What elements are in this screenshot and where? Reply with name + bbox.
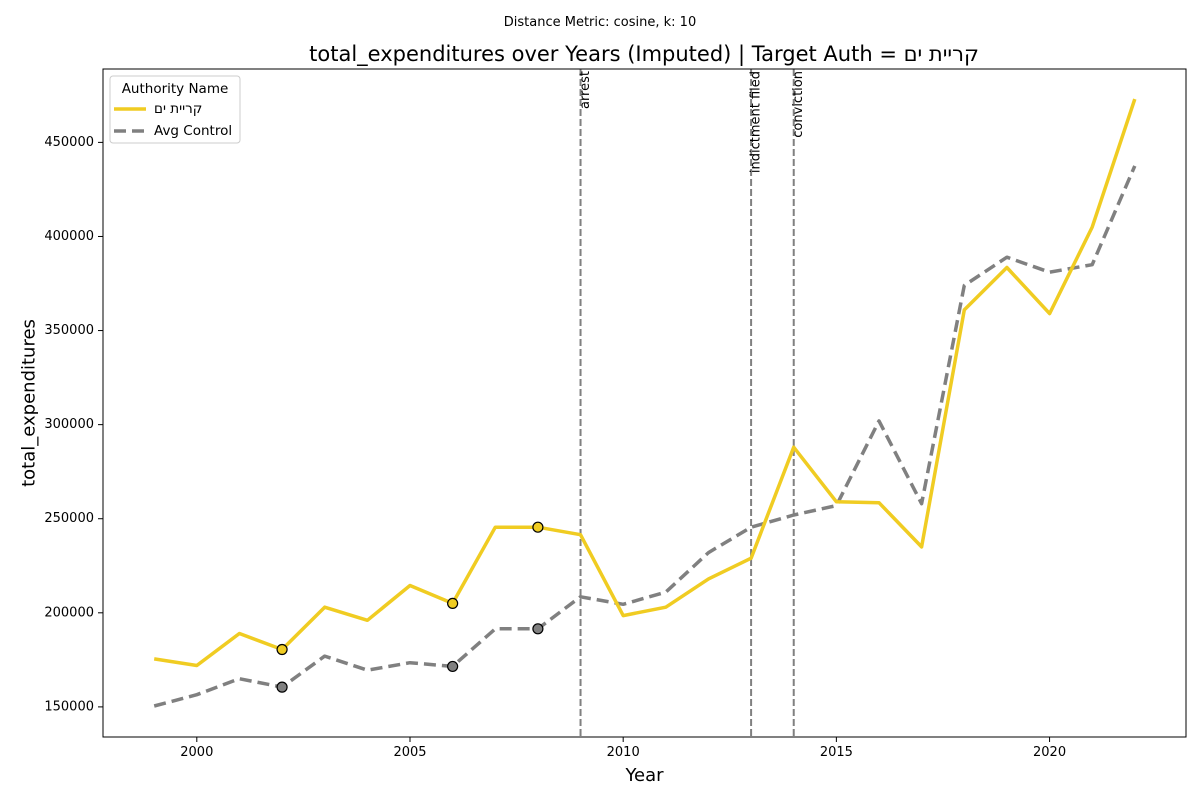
legend-box — [109, 75, 241, 144]
x-axis-label: Year — [624, 765, 664, 786]
event-label: indictment filed — [749, 71, 764, 173]
legend-title: Authority Name — [122, 81, 229, 97]
y-tick-label: 350000 — [44, 323, 94, 338]
chart-title: total_expenditures over Years (Imputed) … — [309, 42, 979, 67]
y-tick-label: 450000 — [44, 135, 94, 150]
y-tick-label: 400000 — [44, 229, 94, 244]
y-tick-label: 200000 — [44, 605, 94, 620]
legend: Authority Name קריית ים Avg Control — [109, 75, 241, 144]
imputed-marker-control — [276, 681, 288, 693]
series-line-target — [153, 98, 1137, 668]
plot-frame — [102, 68, 1187, 738]
y-axis-label: total_expenditures — [19, 319, 40, 487]
imputed-marker-control — [447, 660, 459, 673]
legend-item-label: קריית ים — [154, 101, 202, 117]
x-tick-label: 2020 — [1033, 745, 1066, 760]
imputed-marker-target — [532, 521, 544, 533]
x-tick-label: 2005 — [393, 745, 426, 760]
legend-item-label: Avg Control — [154, 123, 232, 139]
imputed-marker-target — [447, 597, 459, 610]
plot-area: arrest indictment filed conviction — [153, 69, 1137, 737]
y-tick-label: 150000 — [44, 699, 94, 714]
imputed-marker-control — [532, 623, 544, 635]
imputed-marker-target — [276, 643, 288, 656]
event-label: conviction — [791, 71, 806, 138]
y-tick-label: 300000 — [44, 417, 94, 432]
y-tick-label: 250000 — [44, 511, 94, 526]
x-tick-label: 2015 — [820, 745, 853, 760]
x-tick-label: 2010 — [607, 745, 640, 760]
x-tick-label: 2000 — [180, 745, 213, 760]
event-label: arrest — [578, 71, 593, 109]
chart-suptitle: Distance Metric: cosine, k: 10 — [504, 15, 696, 30]
axes: 2000 2005 2010 2015 2020 150000 200000 250000 30… — [44, 135, 1066, 760]
series-line-control — [153, 165, 1137, 708]
